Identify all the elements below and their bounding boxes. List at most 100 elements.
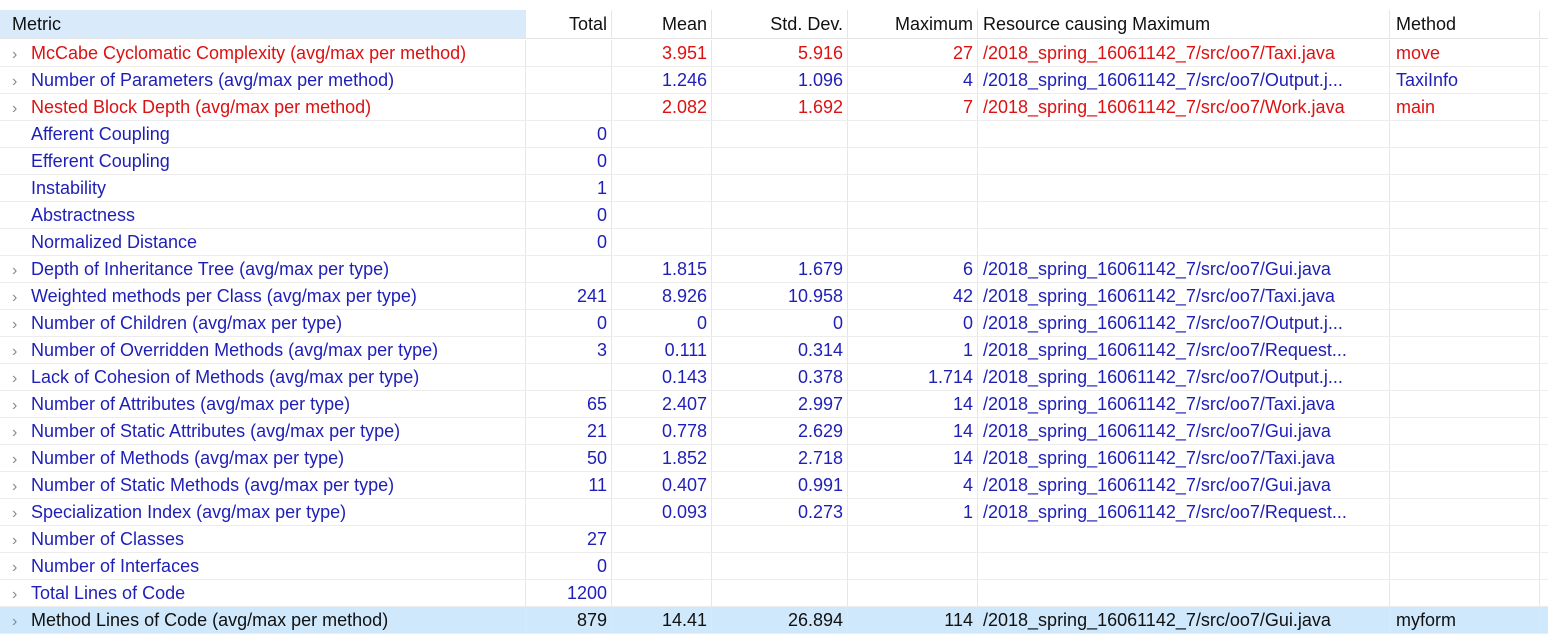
total-cell [526,499,612,525]
total-cell: 0 [526,148,612,174]
total-cell: 50 [526,445,612,471]
total-cell: 1 [526,175,612,201]
metric-cell[interactable]: ›Afferent Coupling [0,121,526,147]
metric-cell[interactable]: › Number of Parameters (avg/max per metho… [0,67,526,93]
column-header-mean[interactable]: Mean [612,10,712,38]
filler-cell [1540,148,1548,174]
table-row[interactable]: › Number of Classes 27 [0,526,1548,553]
metric-cell[interactable]: › Specialization Index (avg/max per type) [0,499,526,525]
metric-cell[interactable]: › Nested Block Depth (avg/max per method) [0,94,526,120]
table-row[interactable]: › Lack of Cohesion of Methods (avg/max pe… [0,364,1548,391]
table-row[interactable]: › Number of Overridden Methods (avg/max p… [0,337,1548,364]
resource-cell [978,175,1390,201]
metric-label: Nested Block Depth (avg/max per method) [31,97,372,117]
chevron-right-icon[interactable]: › [12,559,18,576]
maximum-cell: 1 [848,337,978,363]
chevron-right-icon[interactable]: › [12,100,18,117]
chevron-right-icon[interactable]: › [12,505,18,522]
method-cell [1390,418,1540,444]
chevron-right-icon[interactable]: › [12,478,18,495]
table-header: Metric Total Mean Std. Dev. Maximum Reso… [0,10,1548,39]
chevron-right-icon[interactable]: › [12,46,18,63]
table-row[interactable]: › Depth of Inheritance Tree (avg/max per … [0,256,1548,283]
resource-cell [978,121,1390,147]
metric-label: Afferent Coupling [31,124,170,144]
table-row[interactable]: › McCabe Cyclomatic Complexity (avg/max p… [0,40,1548,67]
chevron-right-icon[interactable]: › [12,73,18,90]
metric-cell[interactable]: › Lack of Cohesion of Methods (avg/max pe… [0,364,526,390]
chevron-right-icon[interactable]: › [12,370,18,387]
table-row[interactable]: › Number of Interfaces 0 [0,553,1548,580]
metric-cell[interactable]: › Number of Static Methods (avg/max per t… [0,472,526,498]
chevron-right-icon[interactable]: › [12,586,18,603]
column-header-total[interactable]: Total [526,10,612,38]
metric-cell[interactable]: › Number of Children (avg/max per type) [0,310,526,336]
table-row[interactable]: › Number of Parameters (avg/max per metho… [0,67,1548,94]
table-row[interactable]: › Number of Children (avg/max per type) 0 0… [0,310,1548,337]
filler-cell [1540,445,1548,471]
resource-cell: /2018_spring_16061142_7/src/oo7/Taxi.jav… [978,445,1390,471]
mean-cell [612,526,712,552]
filler-cell [1540,580,1548,606]
chevron-right-icon[interactable]: › [12,532,18,549]
metric-cell[interactable]: › Number of Methods (avg/max per type) [0,445,526,471]
filler-cell [1540,283,1548,309]
metric-cell[interactable]: › McCabe Cyclomatic Complexity (avg/max p… [0,40,526,66]
chevron-right-icon[interactable]: › [12,262,18,279]
chevron-right-icon[interactable]: › [12,424,18,441]
table-row[interactable]: › Method Lines of Code (avg/max per metho… [0,607,1548,634]
table-row[interactable]: › Number of Static Methods (avg/max per t… [0,472,1548,499]
chevron-right-icon[interactable]: › [12,397,18,414]
column-header-maximum[interactable]: Maximum [848,10,978,38]
chevron-right-icon[interactable]: › [12,316,18,333]
table-row[interactable]: › Specialization Index (avg/max per type)… [0,499,1548,526]
metric-label: Abstractness [31,205,136,225]
resource-cell: /2018_spring_16061142_7/src/oo7/Gui.java [978,418,1390,444]
metric-cell[interactable]: ›Instability [0,175,526,201]
total-cell: 1200 [526,580,612,606]
chevron-right-icon[interactable]: › [12,613,18,630]
table-row[interactable]: › Number of Attributes (avg/max per type)… [0,391,1548,418]
chevron-right-icon[interactable]: › [12,451,18,468]
metric-cell[interactable]: › Total Lines of Code [0,580,526,606]
maximum-cell: 4 [848,472,978,498]
metric-cell[interactable]: › Number of Attributes (avg/max per type) [0,391,526,417]
metric-cell[interactable]: ›Normalized Distance [0,229,526,255]
metric-cell[interactable]: › Number of Static Attributes (avg/max pe… [0,418,526,444]
metric-cell[interactable]: › Number of Interfaces [0,553,526,579]
metric-cell[interactable]: › Number of Classes [0,526,526,552]
table-row[interactable]: › Number of Static Attributes (avg/max pe… [0,418,1548,445]
column-header-filler [1540,10,1548,38]
table-row[interactable]: › Weighted methods per Class (avg/max per… [0,283,1548,310]
column-header-std-dev[interactable]: Std. Dev. [712,10,848,38]
column-header-resource[interactable]: Resource causing Maximum [978,10,1390,38]
mean-cell [612,121,712,147]
metric-cell[interactable]: ›Efferent Coupling [0,148,526,174]
chevron-right-icon[interactable]: › [12,343,18,360]
column-header-metric[interactable]: Metric [0,10,526,38]
maximum-cell [848,121,978,147]
total-cell: 65 [526,391,612,417]
maximum-cell: 7 [848,94,978,120]
metric-cell[interactable]: › Method Lines of Code (avg/max per metho… [0,607,526,633]
mean-cell: 8.926 [612,283,712,309]
metric-cell[interactable]: › Weighted methods per Class (avg/max per… [0,283,526,309]
table-row[interactable]: › Total Lines of Code 1200 [0,580,1548,607]
table-row[interactable]: › Number of Methods (avg/max per type) 50 1… [0,445,1548,472]
maximum-cell: 14 [848,445,978,471]
column-header-method[interactable]: Method [1390,10,1540,38]
resource-cell: /2018_spring_16061142_7/src/oo7/Gui.java [978,607,1390,633]
total-cell: 3 [526,337,612,363]
resource-cell: /2018_spring_16061142_7/src/oo7/Request.… [978,499,1390,525]
metric-cell[interactable]: › Depth of Inheritance Tree (avg/max per … [0,256,526,282]
resource-cell [978,229,1390,255]
metric-cell[interactable]: ›Abstractness [0,202,526,228]
metric-cell[interactable]: › Number of Overridden Methods (avg/max p… [0,337,526,363]
chevron-right-icon[interactable]: › [12,289,18,306]
table-row[interactable]: › Nested Block Depth (avg/max per method)… [0,94,1548,121]
